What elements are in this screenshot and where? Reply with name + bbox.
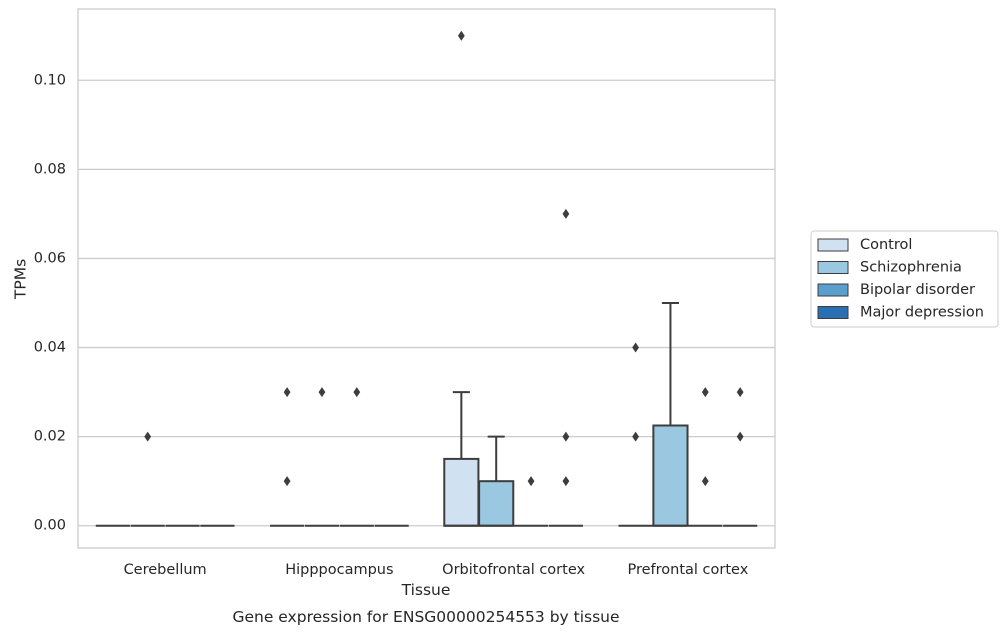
y-tick-label: 0.10 [34,72,66,88]
box-schizophrenia [478,435,515,527]
category-group [443,30,583,527]
outlier-point [144,431,152,442]
category-group [95,431,235,527]
x-axis-label: Tissue [401,581,451,599]
box-schizophrenia [652,302,689,527]
legend-swatch [817,238,849,252]
outlier-point [701,387,709,398]
outlier-point [701,476,709,487]
box-body [478,480,515,527]
box-control [270,387,305,527]
legend-item: Schizophrenia [817,260,962,276]
legend-item: Bipolar disorder [817,282,975,298]
outlier-point [457,30,465,41]
legend: Control Schizophrenia Bipolar disorder Majo… [810,230,999,328]
legend-frame [810,230,999,328]
legend-label: Schizophrenia [860,260,962,276]
box-major-depression [723,387,758,527]
outlier-point [283,387,291,398]
outlier-point [527,476,535,487]
box-body [652,424,689,527]
legend-swatch [817,306,849,319]
outlier-point [318,387,326,398]
outlier-point [736,387,744,398]
category-group [618,302,758,527]
plot-area-frame [77,8,776,549]
y-tick-label: 0.06 [34,250,66,266]
legend-label: Bipolar disorder [860,282,975,298]
box-major-depression [548,208,583,527]
outlier-point [632,431,639,442]
box-series [95,30,758,527]
legend-label: Control [860,237,912,253]
figure-caption: Gene expression for ENSG00000254553 by t… [232,608,619,626]
box-schizophrenia [130,431,165,527]
x-tick-label: Orbitofrontal cortex [442,562,585,578]
category-group [270,387,409,527]
outlier-point [353,387,361,398]
outlier-point [736,431,744,442]
x-tick-label: Prefrontal cortex [627,562,748,578]
outlier-point [562,208,570,219]
legend-swatch [817,261,849,274]
box-body [443,457,480,527]
x-axis-ticks: Cerebellum Hipppocampus Orbitofrontal cort… [124,562,749,578]
y-tick-label: 0.00 [34,518,66,534]
outlier-point [632,342,639,353]
box-control [618,342,653,527]
legend-item: Control [817,237,912,253]
y-axis-label: TPMs [12,259,30,300]
legend-item: Major depression [817,305,984,321]
y-tick-label: 0.04 [34,340,66,356]
box-bipolar-disorder [339,387,374,527]
outlier-point [283,476,291,487]
y-tick-label: 0.02 [34,429,66,445]
box-bipolar-disorder [688,387,723,527]
outlier-point [562,431,570,442]
box-schizophrenia [304,387,340,527]
x-tick-label: Hipppocampus [285,562,393,578]
y-tick-label: 0.08 [34,161,66,177]
y-axis-ticks: 0.00 0.02 0.04 0.06 0.08 0.10 [34,72,66,533]
x-tick-label: Cerebellum [124,562,207,578]
box-bipolar-disorder [513,476,549,527]
box-control [443,30,480,527]
legend-swatch [817,283,849,297]
legend-label: Major depression [860,305,984,321]
outlier-point [562,476,570,487]
